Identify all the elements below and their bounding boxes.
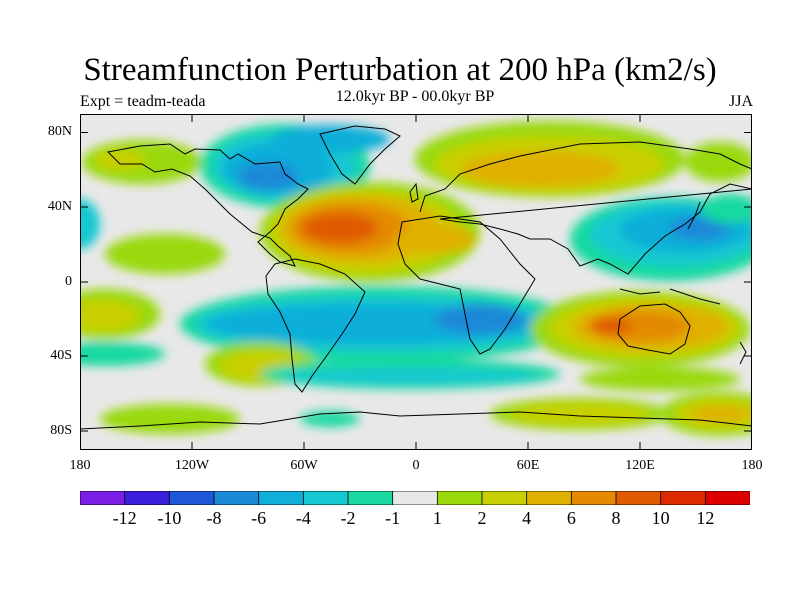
lat-tick-label: 0 <box>65 274 72 289</box>
colorbar-swatch <box>258 491 305 505</box>
experiment-label: Expt = teadm-teada <box>80 93 206 110</box>
colorbar-swatch <box>80 491 126 505</box>
colorbar-swatch <box>615 491 662 505</box>
plot-subtitle: 12.0kyr BP - 00.0kyr BP <box>335 88 495 105</box>
colorbar-label: 12 <box>696 508 715 528</box>
lon-tick-label: 180 <box>741 458 763 473</box>
lon-tick-label: 120W <box>174 458 210 473</box>
colorbar <box>80 491 750 505</box>
colorbar-swatch <box>436 491 483 505</box>
lon-tick-label: 180 <box>69 458 91 473</box>
colorbar-label: 1 <box>432 508 442 528</box>
colorbar-label: -6 <box>251 508 267 528</box>
season-label: JJA <box>728 93 753 110</box>
plot-title: Streamfunction Perturbation at 200 hPa (… <box>83 52 717 88</box>
streamfunction-map <box>80 114 752 450</box>
colorbar-swatch <box>660 491 707 505</box>
colorbar-swatch <box>124 491 171 505</box>
colorbar-label: -8 <box>206 508 222 528</box>
coastlines <box>80 125 752 430</box>
contour-fill-layer <box>80 121 752 436</box>
colorbar-label: 4 <box>522 508 532 528</box>
lon-tick-label: 60E <box>516 458 540 473</box>
colorbar-swatch <box>526 491 573 505</box>
colorbar-swatch <box>347 491 394 505</box>
colorbar-label: -10 <box>157 508 182 528</box>
lat-tick-label: 80S <box>50 423 72 438</box>
lon-tick-label: 120E <box>625 458 655 473</box>
colorbar-swatch <box>704 491 750 505</box>
colorbar-label: 10 <box>651 508 670 528</box>
colorbar-label: -1 <box>385 508 401 528</box>
lat-tick-label: 40N <box>47 199 72 214</box>
colorbar-label: 8 <box>611 508 621 528</box>
colorbar-label: 2 <box>477 508 487 528</box>
colorbar-swatch <box>168 491 215 505</box>
colorbar-swatch <box>481 491 528 505</box>
colorbar-swatch <box>213 491 260 505</box>
lon-tick-label: 0 <box>412 458 420 473</box>
colorbar-label: -12 <box>112 508 137 528</box>
colorbar-label: 6 <box>566 508 576 528</box>
lat-tick-label: 40S <box>50 348 72 363</box>
lat-tick-label: 80N <box>47 124 72 139</box>
axis-ticks <box>80 114 752 450</box>
lon-tick-label: 60W <box>290 458 318 473</box>
colorbar-swatch <box>392 491 439 505</box>
colorbar-label: -2 <box>340 508 356 528</box>
colorbar-label: -4 <box>295 508 311 528</box>
colorbar-swatch <box>570 491 617 505</box>
colorbar-swatch <box>302 491 349 505</box>
